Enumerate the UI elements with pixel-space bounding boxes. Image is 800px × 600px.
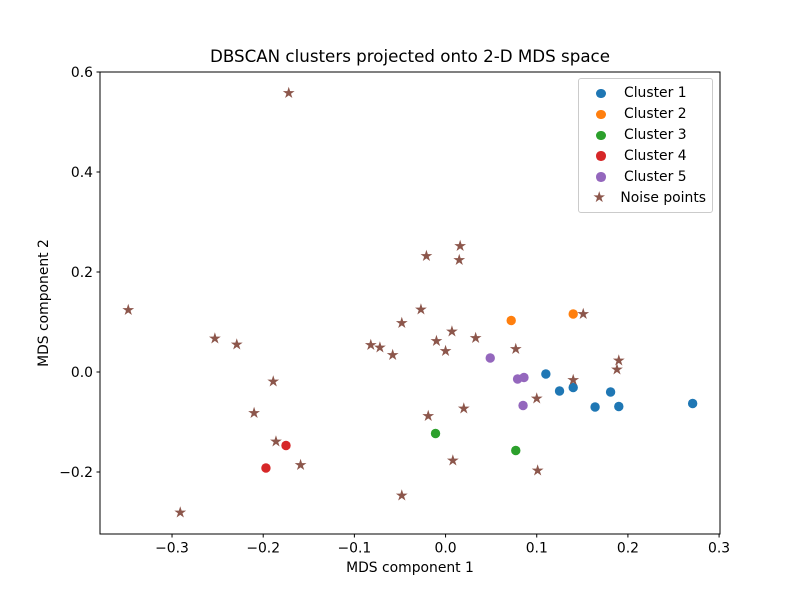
legend-marker-box — [586, 109, 616, 120]
axes-box — [99, 71, 721, 535]
data-point-noise-points — [248, 406, 260, 419]
data-point-noise-points — [267, 375, 280, 387]
x-tick-label: 0.1 — [526, 541, 548, 557]
data-point-noise-points — [611, 363, 623, 375]
legend-item-cluster-5: Cluster 5 — [586, 167, 706, 188]
data-point-noise-points — [415, 303, 427, 315]
x-tick-label: 0.0 — [435, 541, 457, 557]
legend-marker-box: ★ — [586, 190, 612, 205]
data-point-noise-points — [439, 344, 452, 357]
x-tick-label: −0.2 — [246, 541, 280, 557]
data-point-noise-points — [122, 303, 135, 316]
x-tick-label: −0.1 — [338, 541, 372, 557]
data-point-noise-points — [457, 402, 470, 414]
data-point-cluster-5 — [519, 372, 529, 383]
legend-item-label: Cluster 5 — [624, 169, 687, 185]
circle-marker-icon — [596, 109, 606, 120]
legend: Cluster 1 Cluster 2 Cluster 3 Cluster 4 … — [578, 78, 713, 214]
data-point-cluster-1 — [568, 382, 578, 393]
x-tick-label: 0.3 — [708, 541, 730, 557]
data-point-cluster-5 — [518, 400, 528, 411]
data-point-noise-points — [230, 338, 243, 350]
legend-marker-box — [586, 172, 616, 182]
data-point-noise-points — [208, 332, 221, 344]
data-point-cluster-1 — [590, 402, 600, 412]
data-point-noise-points — [577, 307, 590, 320]
data-point-noise-points — [282, 86, 295, 99]
data-point-cluster-1 — [687, 398, 698, 409]
data-point-cluster-2 — [506, 315, 516, 326]
data-point-cluster-1 — [605, 387, 616, 397]
data-point-noise-points — [270, 435, 282, 447]
data-point-cluster-1 — [541, 369, 551, 379]
legend-item-noise-points: ★ Noise points — [586, 187, 706, 208]
y-axis-label: MDS component 2 — [36, 239, 52, 367]
data-point-cluster-1 — [554, 386, 565, 396]
data-point-noise-points — [530, 392, 543, 404]
circle-marker-icon — [596, 151, 606, 161]
legend-item-cluster-1: Cluster 1 — [586, 83, 706, 104]
circle-marker-icon — [596, 130, 606, 140]
circle-marker-icon — [596, 88, 606, 99]
y-tick-label: 0.6 — [71, 65, 93, 81]
legend-marker-box — [586, 130, 616, 140]
data-point-cluster-5 — [485, 353, 495, 363]
data-point-cluster-1 — [614, 401, 624, 412]
x-tick-label: −0.3 — [155, 541, 189, 557]
legend-item-label: Cluster 4 — [624, 148, 687, 165]
star-marker-icon: ★ — [592, 188, 606, 207]
legend-item-label: Noise points — [620, 189, 706, 206]
data-point-cluster-4 — [281, 440, 291, 451]
chart-title: DBSCAN clusters projected onto 2-D MDS s… — [209, 46, 611, 66]
legend-marker-box — [586, 88, 616, 99]
circle-marker-icon — [596, 172, 606, 182]
y-tick-label: 0.4 — [71, 165, 93, 181]
data-point-noise-points — [174, 506, 187, 518]
data-point-noise-points — [469, 331, 482, 344]
data-point-noise-points — [446, 454, 459, 466]
data-point-noise-points — [446, 325, 458, 337]
y-tick-label: −0.2 — [59, 465, 93, 481]
data-point-noise-points — [430, 334, 443, 347]
legend-item-cluster-3: Cluster 3 — [586, 125, 706, 146]
data-point-noise-points — [395, 489, 408, 501]
data-point-noise-points — [612, 354, 625, 366]
legend-item-label: Cluster 3 — [624, 127, 687, 144]
data-point-noise-points — [453, 253, 466, 266]
data-point-noise-points — [395, 316, 408, 329]
legend-item-label: Cluster 2 — [624, 106, 687, 123]
data-point-cluster-2 — [568, 309, 578, 319]
legend-item-cluster-4: Cluster 4 — [586, 146, 706, 167]
legend-marker-box — [586, 151, 616, 161]
data-point-noise-points — [386, 348, 399, 361]
y-tick-label: 0.2 — [71, 265, 93, 281]
legend-item-cluster-2: Cluster 2 — [586, 104, 706, 125]
data-point-noise-points — [374, 341, 386, 353]
data-point-cluster-4 — [261, 463, 271, 473]
x-axis-label: MDS component 1 — [346, 560, 474, 576]
data-point-noise-points — [567, 373, 580, 386]
x-tick-label: 0.2 — [617, 541, 639, 557]
data-point-noise-points — [422, 409, 435, 422]
y-tick-label: 0.0 — [71, 365, 93, 381]
data-point-cluster-3 — [430, 428, 441, 439]
data-point-noise-points — [531, 464, 544, 476]
data-point-noise-points — [420, 249, 433, 262]
data-point-noise-points — [364, 338, 377, 351]
legend-item-label: Cluster 1 — [624, 85, 687, 102]
data-point-noise-points — [509, 342, 522, 355]
data-point-noise-points — [294, 458, 307, 471]
data-point-noise-points — [454, 239, 467, 252]
data-point-cluster-3 — [511, 445, 521, 456]
